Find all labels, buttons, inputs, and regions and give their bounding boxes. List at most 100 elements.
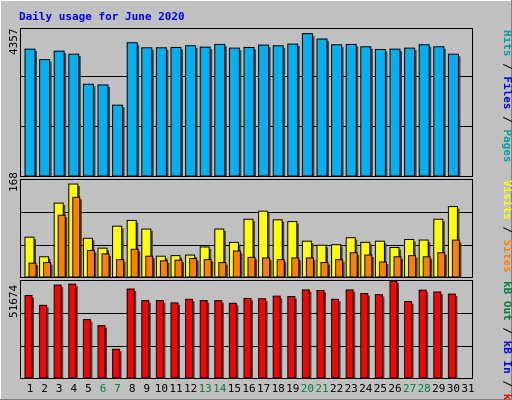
kbf-bar [287,296,296,379]
x-tick-label: 8 [129,382,136,395]
hits-bar [112,104,124,177]
kbf-bar [126,288,135,379]
x-tick-label: 22 [330,382,343,395]
sites-bar [364,254,373,278]
x-tick-label: 29 [432,382,445,395]
x-tick-label: 27 [403,382,416,395]
bottom-panel-bars [24,280,458,379]
x-tick-label: 2 [41,382,48,395]
x-tick-label: 18 [272,382,285,395]
x-tick-label: 16 [242,382,255,395]
x-tick-label: 30 [447,382,460,395]
sites-bar [189,258,198,278]
hits-bar [185,45,197,177]
legend-entry-kbf: kB F [501,394,512,400]
kbf-bar [404,301,413,379]
sites-bar [218,262,227,278]
kbf-bar [53,284,62,379]
x-tick-label: 17 [257,382,270,395]
middle-panel: 168 Visits / Sites [7,172,512,278]
kbf-bar [374,294,383,379]
kbf-bar [345,289,354,379]
hits-bar [389,48,401,177]
sites-bar [276,259,285,278]
x-tick-label: 31 [461,382,474,395]
sites-bar [349,252,358,278]
hits-bar [404,47,416,177]
sites-bar [174,259,183,278]
legend-separator: / [501,321,512,341]
kbf-bar [243,297,252,379]
kbf-bar [316,290,325,379]
sites-bar [159,260,168,278]
legend-separator: / [501,374,512,394]
hits-bar [418,44,430,177]
legend-entry-pages: Pages [501,129,512,162]
kbf-bar [418,289,427,379]
legend-entry-kbout: kB Out [501,281,512,321]
kbf-bar [433,291,442,379]
hits-bar [272,45,284,177]
hits-bar [301,33,313,177]
sites-bar [408,255,417,278]
hits-bar [287,43,299,177]
kbf-bar [68,283,77,379]
x-tick-label: 24 [359,382,373,395]
x-tick-label: 25 [374,382,387,395]
x-tick-label: 13 [199,382,212,395]
sites-bar [305,257,314,278]
x-tick-label: 12 [184,382,197,395]
top-panel-legend: Hits / Files / Pages [501,30,512,163]
hits-bar [53,50,65,177]
hits-bar [258,44,270,177]
hits-bar [68,53,80,177]
x-tick-label: 9 [143,382,150,395]
x-tick-label: 19 [286,382,299,395]
top-panel-bars [24,33,461,177]
hits-bar [97,84,109,177]
middle-panel-legend: Visits / Sites [501,180,512,273]
legend-entry-kbin: kB In [501,341,512,374]
sites-bar [320,262,329,278]
hits-bar [345,43,357,177]
kbf-bar [331,298,340,379]
kbf-bar [389,280,398,379]
top-panel: 4357 Hits / Files / Pages [7,28,512,177]
hits-bar [214,43,226,177]
x-tick-label: 14 [213,382,227,395]
hits-bar [433,46,445,177]
hits-bar [331,44,343,177]
kbf-bar [360,293,369,379]
sites-bar [57,214,66,278]
sites-bar [437,252,446,278]
kbf-bar [112,348,121,379]
kbf-bar [447,293,456,379]
kbf-bar [214,300,223,379]
kbf-bar [258,298,267,379]
x-tick-label: 7 [114,382,121,395]
hits-bar [39,59,51,177]
middle-panel-max-label: 168 [7,172,20,192]
sites-bar [145,255,154,278]
legend-separator: / [501,110,512,130]
kbf-bar [39,304,48,379]
middle-panel-bars [24,183,462,278]
sites-bar [130,248,139,278]
bottom-panel-legend: kB Out / kB In / kB F [501,281,512,400]
x-tick-label: 20 [301,382,314,395]
sites-bar [203,259,212,278]
bottom-panel-max-label: 51674 [7,285,20,318]
sites-bar [72,196,81,278]
hits-bar [374,48,386,177]
hits-bar [82,83,94,177]
x-tick-label: 1 [27,382,34,395]
sites-bar [43,262,52,278]
kbf-bar [301,289,310,379]
hits-bar [447,53,459,177]
hits-bar [228,47,240,177]
sites-bar [101,253,110,278]
x-tick-label: 26 [388,382,401,395]
x-tick-label: 3 [56,382,63,395]
legend-entry-sites: Sites [501,240,512,273]
